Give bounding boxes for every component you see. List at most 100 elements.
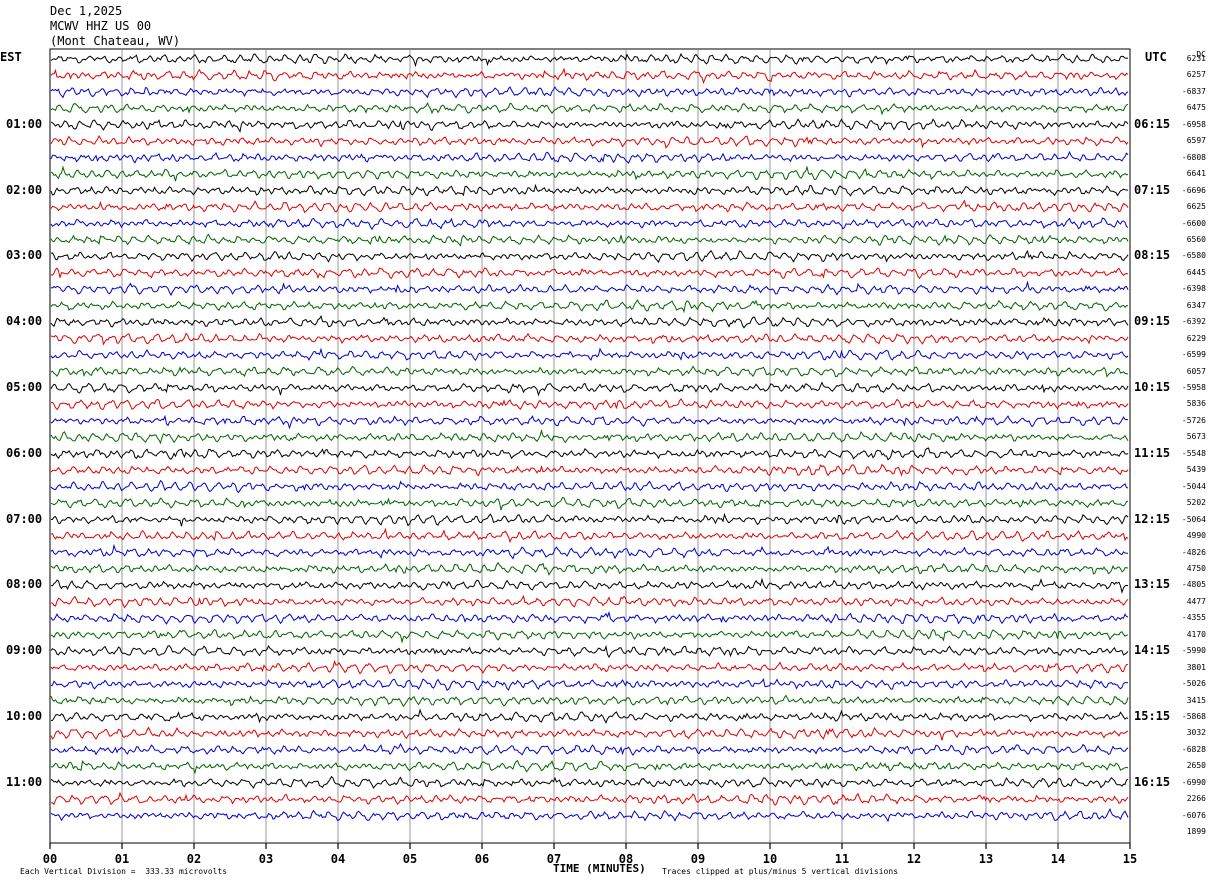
row-value-label: 6229 xyxy=(1186,333,1206,343)
row-value-label: -5868 xyxy=(1181,712,1206,721)
trace-line xyxy=(50,134,1129,149)
trace-line xyxy=(50,183,1129,197)
row-value-label: -5548 xyxy=(1181,448,1206,458)
est-hour-label: 04:00 xyxy=(6,314,43,329)
x-tick-label: 11 xyxy=(834,852,850,866)
trace-line xyxy=(50,398,1129,411)
est-hour-label: 06:00 xyxy=(6,445,43,460)
row-value-label: -6828 xyxy=(1181,744,1206,754)
trace-line xyxy=(50,577,1128,594)
row-value-label: -5958 xyxy=(1181,383,1206,392)
x-axis-label: TIME (MINUTES) xyxy=(553,862,646,875)
row-value-label: 5202 xyxy=(1186,498,1206,508)
chart-location: (Mont Chateau, WV) xyxy=(50,34,181,48)
est-hour-label: 01:00 xyxy=(6,116,43,131)
utc-hour-label: 12:15 xyxy=(1134,511,1171,526)
row-value-label: -6958 xyxy=(1181,119,1206,129)
trace-line xyxy=(50,497,1129,511)
row-value-label: 2650 xyxy=(1186,761,1206,771)
trace-line xyxy=(50,678,1128,691)
trace-line xyxy=(50,249,1129,264)
right-values-title: DC xyxy=(1196,50,1206,59)
est-hour-label: 11:00 xyxy=(6,774,43,789)
utc-hour-label: 15:15 xyxy=(1134,709,1171,723)
utc-hour-label: 08:15 xyxy=(1134,248,1171,263)
x-tick-label: 07 xyxy=(546,852,562,866)
chart-station: MCWV HHZ US 00 xyxy=(50,19,152,33)
row-value-label: 4477 xyxy=(1186,596,1206,606)
row-value-label: -4805 xyxy=(1181,580,1206,590)
row-value-label: 1899 xyxy=(1186,827,1206,837)
row-value-label: -6392 xyxy=(1181,317,1206,327)
trace-line xyxy=(50,165,1129,182)
est-hour-label: 07:00 xyxy=(6,511,43,526)
left-axis-title: EST xyxy=(0,50,22,64)
row-value-label: -6580 xyxy=(1181,251,1206,261)
trace-line xyxy=(50,52,1129,68)
row-value-label: 2266 xyxy=(1186,794,1206,804)
est-hour-label: 10:00 xyxy=(6,709,43,723)
utc-hour-label: 09:15 xyxy=(1134,314,1171,329)
trace-line xyxy=(50,628,1129,644)
x-tick-label: 10 xyxy=(762,852,778,866)
division-note: Each Vertical Division = 333.33 microvol… xyxy=(20,867,228,876)
row-value-label: 4170 xyxy=(1186,629,1206,639)
row-value-label: 3801 xyxy=(1186,662,1206,672)
trace-line xyxy=(50,217,1129,231)
trace-line xyxy=(50,381,1129,397)
trace-line xyxy=(50,414,1129,430)
row-value-label: -6837 xyxy=(1181,86,1206,96)
row-value-label: -6990 xyxy=(1181,777,1206,787)
est-hour-label: 09:00 xyxy=(6,643,43,658)
trace-line xyxy=(50,118,1129,134)
trace-line xyxy=(50,479,1129,494)
row-value-label: -5026 xyxy=(1181,679,1206,689)
plot-frame xyxy=(49,48,1131,844)
trace-line xyxy=(50,299,1129,314)
row-value-label: -6398 xyxy=(1181,284,1206,294)
row-value-label: 6625 xyxy=(1186,202,1206,212)
trace-line xyxy=(50,447,1129,461)
trace-line xyxy=(50,610,1129,625)
trace-line xyxy=(51,708,1129,724)
trace-line xyxy=(50,726,1129,741)
utc-hour-label: 14:15 xyxy=(1134,643,1171,658)
row-value-label: 6257 xyxy=(1186,70,1206,80)
est-hour-label: 08:00 xyxy=(6,577,43,592)
right-axis-title: UTC xyxy=(1145,50,1167,64)
trace-line xyxy=(50,561,1129,576)
trace-line xyxy=(50,594,1129,609)
trace-line xyxy=(50,791,1129,806)
trace-line xyxy=(50,150,1129,164)
trace-line xyxy=(50,429,1129,445)
row-value-label: 3032 xyxy=(1186,728,1206,738)
trace-line xyxy=(50,742,1129,756)
row-value-label: 6641 xyxy=(1186,169,1206,179)
trace-line xyxy=(50,644,1129,659)
row-value-label: 5836 xyxy=(1186,399,1206,409)
trace-line xyxy=(50,543,1128,560)
utc-hour-label: 06:15 xyxy=(1134,116,1171,131)
utc-hour-label: 16:15 xyxy=(1134,774,1171,789)
x-tick-label: 06 xyxy=(474,852,490,866)
row-value-label: 6560 xyxy=(1186,234,1206,244)
row-value-label: -6600 xyxy=(1181,218,1206,228)
row-value-label: 6231 xyxy=(1186,54,1206,63)
trace-line xyxy=(50,267,1129,280)
x-tick-label: 02 xyxy=(186,852,202,866)
row-value-label: -5044 xyxy=(1181,481,1206,491)
row-value-label: -4826 xyxy=(1181,547,1206,557)
utc-hour-label: 07:15 xyxy=(1134,182,1171,197)
row-value-label: 5673 xyxy=(1186,432,1206,442)
row-value-label: 5439 xyxy=(1186,465,1206,475)
est-hour-label: 02:00 xyxy=(6,182,43,197)
trace-line xyxy=(50,775,1129,789)
x-tick-label: 05 xyxy=(402,852,418,866)
trace-line xyxy=(50,332,1129,346)
x-tick-label: 03 xyxy=(258,852,274,866)
row-value-label: 6475 xyxy=(1186,103,1206,113)
trace-line xyxy=(50,86,1129,99)
row-value-label: 6057 xyxy=(1186,366,1206,376)
x-tick-label: 08 xyxy=(618,852,634,866)
